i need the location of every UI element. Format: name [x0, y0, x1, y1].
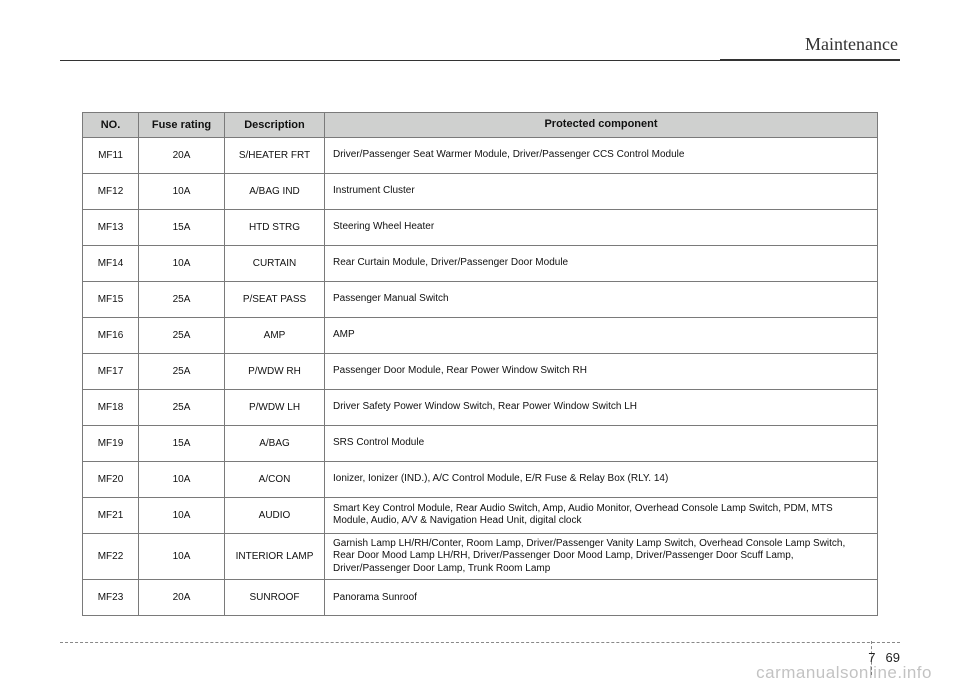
cell-no: MF14 [83, 245, 139, 281]
cell-rating: 10A [139, 245, 225, 281]
table-row: MF2210AINTERIOR LAMPGarnish Lamp LH/RH/C… [83, 533, 878, 580]
cell-rating: 25A [139, 353, 225, 389]
section-title: Maintenance [805, 34, 898, 55]
cell-no: MF22 [83, 533, 139, 580]
table-row: MF1410ACURTAINRear Curtain Module, Drive… [83, 245, 878, 281]
cell-rating: 25A [139, 389, 225, 425]
table-row: MF1210AA/BAG INDInstrument Cluster [83, 173, 878, 209]
cell-rating: 15A [139, 209, 225, 245]
cell-no: MF21 [83, 497, 139, 533]
cell-protected: Driver Safety Power Window Switch, Rear … [325, 389, 878, 425]
table-row: MF1120AS/HEATER FRTDriver/Passenger Seat… [83, 137, 878, 173]
cell-protected: Passenger Door Module, Rear Power Window… [325, 353, 878, 389]
cell-rating: 10A [139, 497, 225, 533]
cell-no: MF12 [83, 173, 139, 209]
cell-protected: Instrument Cluster [325, 173, 878, 209]
cell-description: HTD STRG [225, 209, 325, 245]
cell-description: AUDIO [225, 497, 325, 533]
cell-protected: Panorama Sunroof [325, 580, 878, 616]
cell-description: A/BAG [225, 425, 325, 461]
cell-no: MF18 [83, 389, 139, 425]
cell-description: AMP [225, 317, 325, 353]
cell-description: P/WDW LH [225, 389, 325, 425]
cell-protected: Rear Curtain Module, Driver/Passenger Do… [325, 245, 878, 281]
cell-no: MF23 [83, 580, 139, 616]
cell-protected: Steering Wheel Heater [325, 209, 878, 245]
cell-rating: 20A [139, 580, 225, 616]
cell-no: MF16 [83, 317, 139, 353]
cell-no: MF17 [83, 353, 139, 389]
cell-no: MF19 [83, 425, 139, 461]
table-row: MF2010AA/CONIonizer, Ionizer (IND.), A/C… [83, 461, 878, 497]
cell-protected: Garnish Lamp LH/RH/Conter, Room Lamp, Dr… [325, 533, 878, 580]
cell-rating: 25A [139, 281, 225, 317]
col-header-no: NO. [83, 113, 139, 138]
table-row: MF1725AP/WDW RHPassenger Door Module, Re… [83, 353, 878, 389]
table-row: MF2110AAUDIOSmart Key Control Module, Re… [83, 497, 878, 533]
watermark-text: carmanualsonline.info [756, 663, 932, 683]
col-header-description: Description [225, 113, 325, 138]
fuse-table-body: MF1120AS/HEATER FRTDriver/Passenger Seat… [83, 137, 878, 616]
manual-page: Maintenance NO. Fuse rating Description … [0, 0, 960, 689]
table-row: MF1625AAMPAMP [83, 317, 878, 353]
cell-protected: Ionizer, Ionizer (IND.), A/C Control Mod… [325, 461, 878, 497]
cell-rating: 25A [139, 317, 225, 353]
table-row: MF1315AHTD STRGSteering Wheel Heater [83, 209, 878, 245]
cell-description: A/BAG IND [225, 173, 325, 209]
cell-no: MF15 [83, 281, 139, 317]
cell-no: MF13 [83, 209, 139, 245]
cell-rating: 10A [139, 173, 225, 209]
cell-description: INTERIOR LAMP [225, 533, 325, 580]
cell-rating: 15A [139, 425, 225, 461]
cell-no: MF11 [83, 137, 139, 173]
cell-protected: Driver/Passenger Seat Warmer Module, Dri… [325, 137, 878, 173]
cell-description: SUNROOF [225, 580, 325, 616]
col-header-protected: Protected component [325, 113, 878, 138]
cell-description: A/CON [225, 461, 325, 497]
cell-description: P/WDW RH [225, 353, 325, 389]
cell-protected: AMP [325, 317, 878, 353]
table-row: MF1915AA/BAGSRS Control Module [83, 425, 878, 461]
cell-description: S/HEATER FRT [225, 137, 325, 173]
cell-no: MF20 [83, 461, 139, 497]
cell-description: P/SEAT PASS [225, 281, 325, 317]
cell-rating: 10A [139, 533, 225, 580]
col-header-rating: Fuse rating [139, 113, 225, 138]
cell-protected: Passenger Manual Switch [325, 281, 878, 317]
table-header-row: NO. Fuse rating Description Protected co… [83, 113, 878, 138]
cell-rating: 10A [139, 461, 225, 497]
table-row: MF1525AP/SEAT PASSPassenger Manual Switc… [83, 281, 878, 317]
cell-description: CURTAIN [225, 245, 325, 281]
cell-rating: 20A [139, 137, 225, 173]
cell-protected: SRS Control Module [325, 425, 878, 461]
fuse-table-wrap: NO. Fuse rating Description Protected co… [82, 112, 878, 616]
table-row: MF2320ASUNROOFPanorama Sunroof [83, 580, 878, 616]
table-row: MF1825AP/WDW LHDriver Safety Power Windo… [83, 389, 878, 425]
footer-dash-horizontal [60, 642, 900, 643]
fuse-table: NO. Fuse rating Description Protected co… [82, 112, 878, 616]
cell-protected: Smart Key Control Module, Rear Audio Swi… [325, 497, 878, 533]
header-rule-accent [720, 59, 900, 61]
